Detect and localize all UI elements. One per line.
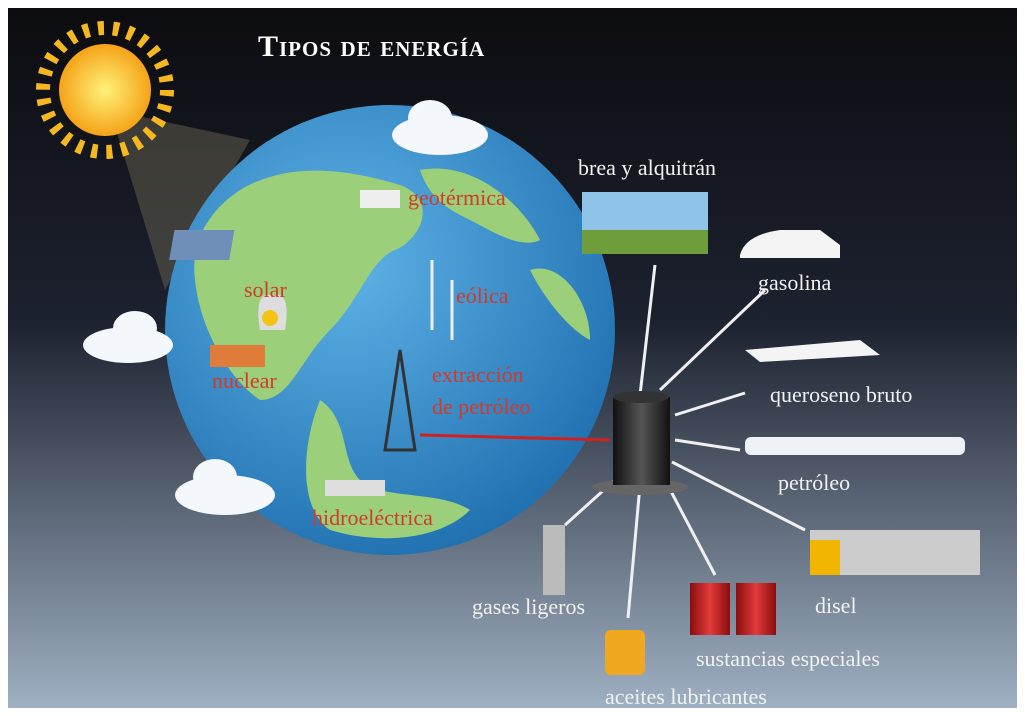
- product-label: disel: [815, 593, 857, 618]
- extraction-label: extracción: [432, 362, 524, 387]
- source-label: solar: [244, 277, 287, 302]
- title: Tipos de energía: [258, 30, 485, 63]
- source-label: geotérmica: [408, 185, 506, 210]
- product-label: queroseno bruto: [770, 382, 912, 407]
- source-label: eólica: [456, 283, 509, 308]
- product-label: aceites lubricantes: [605, 684, 767, 709]
- product-label: gasolina: [758, 270, 832, 295]
- source-label: hidroeléctrica: [312, 505, 433, 530]
- extraction-label: de petróleo: [432, 394, 530, 419]
- product-label: gases ligeros: [472, 594, 585, 619]
- product-label: sustancias especiales: [696, 646, 880, 671]
- source-label: nuclear: [212, 368, 277, 393]
- infographic: Tipos de energía geotérmica solar eólica…: [0, 0, 1025, 716]
- product-label: petróleo: [778, 470, 850, 495]
- product-label: brea y alquitrán: [578, 155, 716, 180]
